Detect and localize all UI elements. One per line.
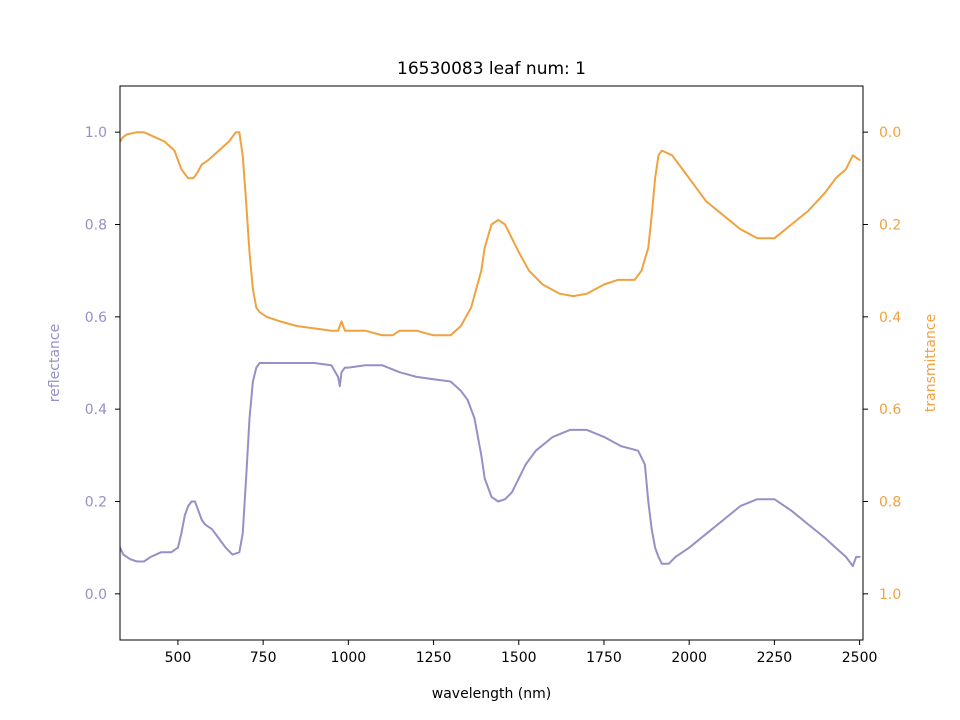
right-tick-label: 0.2 bbox=[879, 218, 901, 234]
x-tick-label: 2250 bbox=[757, 650, 793, 666]
reflectance-line bbox=[120, 362, 861, 568]
left-tick-label: 0.0 bbox=[85, 587, 107, 603]
plot-frame bbox=[119, 85, 864, 641]
transmittance-line bbox=[120, 131, 861, 337]
right-tick-label: 0.8 bbox=[879, 495, 901, 511]
right-tick-label: 1.0 bbox=[879, 587, 901, 603]
x-tick-label: 1250 bbox=[416, 650, 452, 666]
left-tick-label: 1.0 bbox=[85, 125, 107, 141]
left-tick-label: 0.6 bbox=[85, 310, 107, 326]
left-tick-label: 0.2 bbox=[85, 495, 107, 511]
left-tick-label: 0.4 bbox=[85, 402, 107, 418]
x-tick-label: 1000 bbox=[331, 650, 367, 666]
right-tick-label: 0.4 bbox=[879, 310, 901, 326]
plot-lines bbox=[120, 131, 861, 568]
right-axis: 0.0 0.2 0.4 0.6 0.8 1.0 bbox=[863, 125, 901, 603]
x-axis-label: wavelength (nm) bbox=[432, 686, 551, 702]
right-tick-label: 0.6 bbox=[879, 402, 901, 418]
x-tick-label: 500 bbox=[165, 650, 192, 666]
series-group bbox=[120, 131, 861, 568]
left-tick-label: 0.8 bbox=[85, 218, 107, 234]
x-tick-label: 1750 bbox=[586, 650, 622, 666]
left-axis: 0.0 0.2 0.4 0.6 0.8 1.0 bbox=[85, 125, 120, 603]
x-tick-label: 2000 bbox=[671, 650, 707, 666]
x-axis: 500 750 1000 1250 1500 1750 2000 2250 2500 bbox=[165, 640, 878, 666]
x-tick-label: 2500 bbox=[842, 650, 878, 666]
x-tick-label: 1500 bbox=[501, 650, 537, 666]
right-axis-label: transmittance bbox=[923, 314, 939, 412]
right-tick-label: 0.0 bbox=[879, 125, 901, 141]
chart-title: 16530083 leaf num: 1 bbox=[397, 59, 586, 79]
x-tick-label: 750 bbox=[250, 650, 277, 666]
left-axis-label: reflectance bbox=[47, 324, 63, 402]
